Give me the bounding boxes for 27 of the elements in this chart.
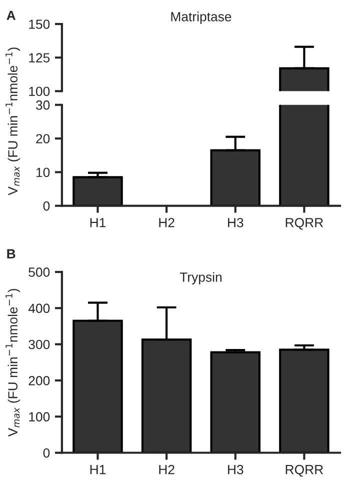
x-tick-label: H1 <box>90 218 106 228</box>
y-tick-label: 0 <box>43 448 50 458</box>
y-tick-label: 30 <box>36 100 50 110</box>
text: B <box>7 249 16 258</box>
chart-title: Matriptase <box>171 12 232 24</box>
y-tick-label: 100 <box>29 86 50 96</box>
y-axis-title: V$_{max}$ (FU min$^{−1}$nmole$^{−1}$) <box>6 48 20 196</box>
x-tick-label: H2 <box>159 464 174 474</box>
y-tick-label: 150 <box>29 20 50 29</box>
text: A <box>6 10 16 20</box>
x-tick-label: RQRR <box>286 464 324 477</box>
y-axis-title: V$_{max}$ (FU min$^{−1}$nmole$^{−1}$) <box>6 288 20 437</box>
y-tick-label: 500 <box>28 268 50 277</box>
y-tick-label: 10 <box>36 168 50 178</box>
y-tick-label: 125 <box>29 53 50 62</box>
y-tick-label: 100 <box>29 412 50 422</box>
chart-title: Trypsin <box>180 272 222 284</box>
x-tick-label: H3 <box>228 218 244 228</box>
x-tick-label: RQRR <box>286 218 324 230</box>
x-tick-label: H3 <box>228 464 244 474</box>
y-tick-label: 0 <box>43 201 50 211</box>
y-tick-label: 200 <box>28 376 50 386</box>
y-tick-label: 400 <box>28 304 50 314</box>
y-tick-label: 20 <box>36 134 50 144</box>
y-tick-label: 300 <box>28 340 50 350</box>
x-tick-label: H1 <box>90 465 106 474</box>
x-tick-label: H2 <box>159 218 174 228</box>
